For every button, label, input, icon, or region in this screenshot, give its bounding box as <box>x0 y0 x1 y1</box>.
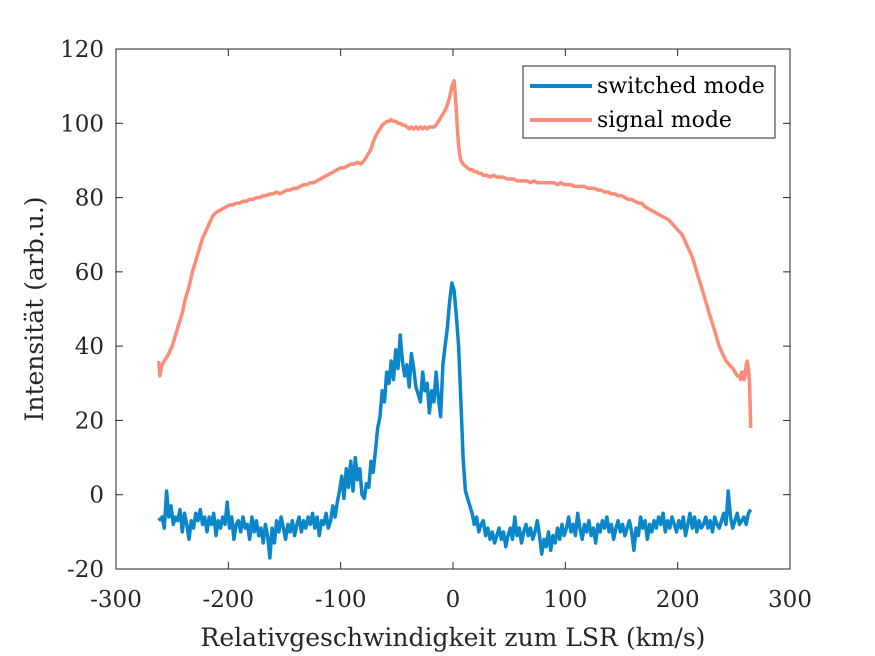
legend-label-signal-mode: signal mode <box>597 108 732 133</box>
data-series-group <box>156 78 753 560</box>
x-tick-label: -300 <box>90 587 142 613</box>
y-tick-label: 100 <box>60 111 104 137</box>
y-tick-label: 40 <box>75 334 104 360</box>
y-tick-label: 120 <box>60 37 104 63</box>
legend-label-switched-mode: switched mode <box>597 74 765 99</box>
y-tick-label: 60 <box>75 260 104 286</box>
y-tick-label: 20 <box>75 408 104 434</box>
x-axis-ticks: -300 -200 -100 0 100 200 300 <box>90 49 812 613</box>
series-line-signal-mode <box>156 78 753 428</box>
x-tick-label: -200 <box>202 587 254 613</box>
x-tick-label: 300 <box>768 587 812 613</box>
y-tick-label: 0 <box>89 483 104 509</box>
x-tick-label: 0 <box>446 587 461 613</box>
y-axis-label: Intensität (arb.u.) <box>20 196 49 421</box>
y-tick-label: -20 <box>67 557 104 583</box>
x-tick-label: 100 <box>543 587 587 613</box>
legend: switched mode signal mode <box>522 65 776 139</box>
series-line-switched-mode <box>157 281 753 560</box>
y-tick-label: 80 <box>75 186 104 212</box>
y-axis-ticks: -20 0 20 40 60 80 100 120 <box>60 37 790 583</box>
x-tick-label: -100 <box>315 587 367 613</box>
x-axis-label: Relativgeschwindigkeit zum LSR (km/s) <box>201 623 706 652</box>
legend-box <box>522 65 776 139</box>
x-tick-label: 200 <box>656 587 700 613</box>
